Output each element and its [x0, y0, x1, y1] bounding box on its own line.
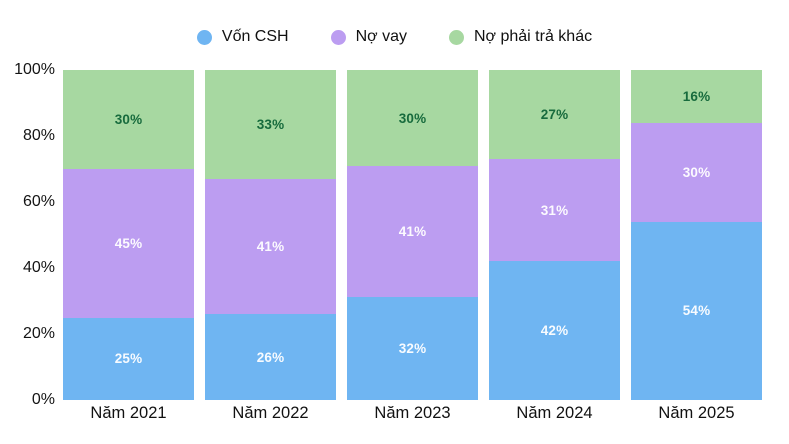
- segment-value-label: 26%: [256, 349, 285, 365]
- bar-segment[interactable]: 33%: [205, 70, 336, 179]
- bar-segment[interactable]: 30%: [347, 70, 478, 167]
- bar-segment[interactable]: 16%: [631, 70, 762, 123]
- bar-group: 16% 30% 54%: [631, 70, 762, 400]
- legend-item[interactable]: Nợ phải trả khác: [448, 28, 593, 46]
- plot-area: 30% 45% 25% 33% 41% 26% 30% 41% 32% 27% 31% 42% 16% 3…: [63, 70, 762, 400]
- y-axis-tick-label: 60%: [22, 193, 55, 210]
- legend-swatch-icon: [196, 29, 212, 45]
- bar-segment[interactable]: 31%: [489, 159, 620, 262]
- segment-value-label: 31%: [540, 202, 569, 218]
- segment-value-label: 33%: [256, 116, 285, 132]
- legend-label: Nợ phải trả khác: [473, 28, 593, 45]
- bar-segment[interactable]: 25%: [63, 317, 194, 400]
- legend-item[interactable]: Vốn CSH: [196, 28, 289, 46]
- x-axis-category-label: Năm 2022: [232, 404, 309, 422]
- bar-segment[interactable]: 41%: [205, 178, 336, 315]
- bar-group: 33% 41% 26%: [205, 70, 336, 400]
- y-axis-tick-label: 20%: [22, 325, 55, 342]
- bar-segment[interactable]: 42%: [489, 261, 620, 400]
- bar-segment[interactable]: 54%: [631, 221, 762, 400]
- segment-value-label: 30%: [398, 110, 427, 126]
- legend-swatch-icon: [330, 29, 346, 45]
- chart-legend: Vốn CSH Nợ vay Nợ phải trả khác: [0, 28, 789, 46]
- legend-swatch-icon: [448, 29, 464, 45]
- segment-value-label: 42%: [540, 323, 569, 339]
- bar-segment[interactable]: 30%: [631, 122, 762, 222]
- x-axis-category-label: Năm 2021: [90, 404, 167, 422]
- segment-value-label: 16%: [682, 88, 711, 104]
- bar-segment[interactable]: 27%: [489, 70, 620, 160]
- legend-item[interactable]: Nợ vay: [330, 28, 407, 46]
- y-axis-tick-label: 0%: [31, 391, 55, 408]
- y-axis: 0% 20% 40% 60% 80% 100%: [0, 61, 55, 408]
- bar-group: 30% 45% 25%: [63, 70, 194, 400]
- segment-value-label: 30%: [682, 164, 711, 180]
- bar-segment[interactable]: 32%: [347, 297, 478, 400]
- legend-label: Vốn CSH: [221, 28, 289, 45]
- segment-value-label: 41%: [256, 239, 285, 255]
- y-axis-tick-label: 100%: [14, 61, 55, 78]
- x-axis-category-label: Năm 2024: [516, 404, 593, 422]
- segment-value-label: 41%: [398, 224, 427, 240]
- x-axis-category-label: Năm 2023: [374, 404, 451, 422]
- segment-value-label: 45%: [114, 235, 143, 251]
- y-axis-tick-label: 80%: [22, 127, 55, 144]
- y-axis-tick-label: 40%: [22, 259, 55, 276]
- segment-value-label: 25%: [114, 351, 143, 367]
- bar-segment[interactable]: 30%: [63, 70, 194, 169]
- segment-value-label: 32%: [398, 341, 427, 357]
- legend-label: Nợ vay: [355, 28, 407, 45]
- x-axis-category-label: Năm 2025: [658, 404, 735, 422]
- segment-value-label: 54%: [682, 303, 711, 319]
- segment-value-label: 30%: [114, 112, 143, 127]
- bar-segment[interactable]: 26%: [205, 314, 336, 400]
- bar-group: 27% 31% 42%: [489, 70, 620, 400]
- bar-group: 30% 41% 32%: [347, 70, 478, 400]
- x-axis: Năm 2021 Năm 2022 Năm 2023 Năm 2024 Năm 2025: [63, 404, 762, 423]
- bar-segment[interactable]: 41%: [347, 166, 478, 298]
- segment-value-label: 27%: [540, 107, 569, 123]
- bar-segment[interactable]: 45%: [63, 169, 194, 318]
